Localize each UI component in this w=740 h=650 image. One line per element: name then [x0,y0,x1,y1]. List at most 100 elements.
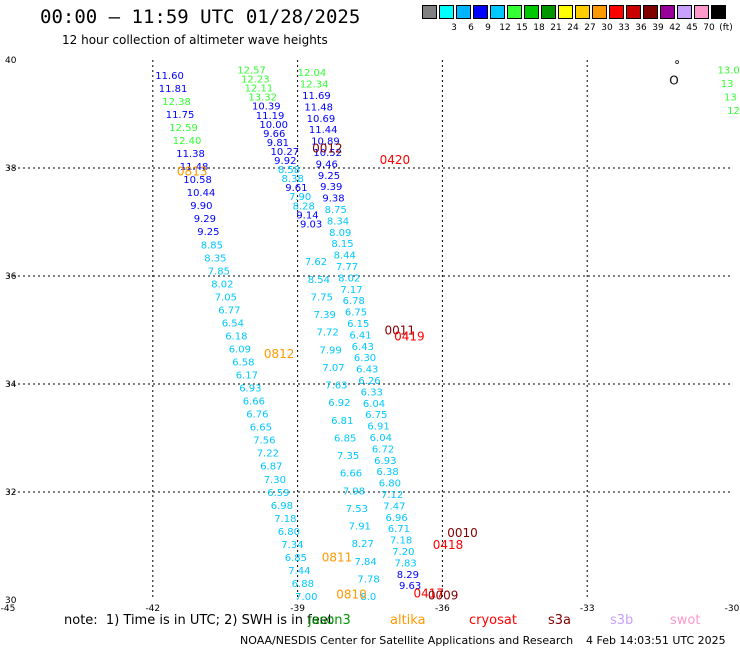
pass-time-label: 0417 [413,586,444,600]
track-value: 6.72 [372,444,394,455]
track-value: 6.87 [260,462,282,473]
track-value: 6.98 [271,501,293,512]
color-scale-label: (ft) [719,23,733,33]
track-value: 8.38 [282,174,304,185]
track-value: 12.11 [245,84,274,95]
track-value: 8.44 [334,251,356,262]
color-scale-label: 39 [652,23,664,33]
track-value: 8.29 [397,570,419,581]
lon-tick-label: -45 [1,604,16,614]
track-value: 13 [724,93,737,104]
track-value: 8.15 [331,239,353,250]
track-value: 12.38 [162,97,191,108]
track-value: 7.20 [392,547,414,558]
track-value: 7.83 [394,558,416,569]
credit-line: NOAA/NESDIS Center for Satellite Applica… [240,634,574,647]
color-scale-swatch [660,5,675,19]
track-value: 11.44 [309,125,338,136]
color-scale-label: 6 [468,23,474,33]
track-value: 9.81 [267,138,289,149]
color-scale-label: 15 [516,23,528,33]
track-value: 6.91 [367,422,389,433]
track-value: 6.80 [278,527,300,538]
pass-time-label: 0418 [433,538,464,552]
track-value: 10.58 [183,175,212,186]
track-value: 9.03 [300,219,322,230]
color-scale-swatch [592,5,607,19]
track-value: 8.02 [211,279,233,290]
island-mark: O [669,73,678,87]
lat-tick-label: 36 [5,272,17,282]
track-value: 7.90 [289,192,311,203]
track-value: 6.26 [358,376,380,387]
track-value: 9.66 [263,129,285,140]
track-value: 6.93 [239,384,261,395]
lon-tick-label: -39 [290,604,305,614]
track-value: 7.35 [337,451,359,462]
legend-s3b: s3b [610,613,634,628]
island-mark: ° [674,59,680,73]
track-value: 7.18 [274,514,296,525]
lon-tick-label: -36 [435,604,450,614]
lon-tick-label: -33 [580,604,595,614]
pass-time-label: 0419 [394,329,425,343]
track-value: 8.58 [278,165,300,176]
track-value: 6.43 [356,365,378,376]
color-scale-swatch [524,5,539,19]
track-value: 6.04 [370,433,392,444]
lat-tick-label: 38 [5,164,17,174]
track-value: 11.38 [176,149,205,160]
track-value: 6.85 [285,553,307,564]
track-value: 7.99 [319,345,341,356]
track-value: 11.69 [302,91,331,102]
pass-time-label: 0420 [380,153,411,167]
track-value: 7.98 [343,486,365,497]
track-value: 6.93 [374,456,396,467]
track-value: 10.52 [313,148,342,159]
color-scale-swatch [677,5,692,19]
pass-time-label: 0810 [336,587,367,601]
color-scale-swatch [490,5,505,19]
color-scale-swatch [558,5,573,19]
track-value: 8.0 [360,592,376,603]
track-value: 6.80 [379,479,401,490]
track-value: 6.92 [328,398,350,409]
color-scale-label: 36 [635,23,647,33]
track-value: 7.07 [322,363,344,374]
track-value: 7.72 [317,328,339,339]
color-scale-label: 12 [499,23,511,33]
track-value: 8.75 [325,205,347,216]
track-value: 7.47 [383,501,405,512]
color-scale-swatch [643,5,658,19]
track-value: 11.19 [256,111,285,122]
track-value: 8.54 [308,275,330,286]
track-value: 10.89 [311,137,340,148]
track-value: 11.75 [166,110,195,121]
track-value: 6.30 [354,353,376,364]
track-value: 6.09 [229,344,251,355]
track-value: 6.66 [243,397,265,408]
color-scale-swatch [626,5,641,19]
track-value: 6.75 [345,308,367,319]
track-value: 7.56 [253,436,275,447]
track-value: 6.85 [334,433,356,444]
track-value: 9.61 [285,183,307,194]
lat-tick-label: 34 [5,380,17,390]
track-value: 6.58 [232,358,254,369]
track-value: 9.14 [296,210,318,221]
track-value: 11.48 [304,102,333,113]
track-value: 7.77 [336,262,358,273]
track-value: 8.85 [201,240,223,251]
track-value: 7.78 [357,574,379,585]
pass-time-label: 0011 [384,323,415,337]
color-scale-swatch [609,5,624,19]
track-value: 6.38 [376,467,398,478]
track-value: 6.41 [349,330,371,341]
track-value: 7.53 [346,504,368,515]
generated-timestamp: 4 Feb 14:03:51 UTC 2025 [586,634,726,647]
track-value: 9.25 [318,171,340,182]
page-subtitle: 12 hour collection of altimeter wave hei… [62,33,328,47]
track-value: 12.40 [173,136,202,147]
